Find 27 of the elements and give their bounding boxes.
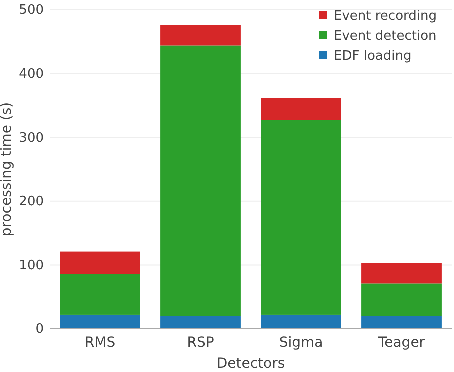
legend-label: EDF loading [334,49,412,64]
y-tick-label: 0 [36,322,44,338]
y-tick-label: 400 [19,66,44,82]
bar [261,120,342,315]
bar [160,46,241,316]
x-tick-label: RMS [84,334,116,351]
x-tick-label: Teager [377,334,426,351]
bar [362,316,442,329]
y-tick-label: 500 [19,3,44,18]
bar [261,314,342,329]
bar [160,316,241,329]
bar [362,263,442,284]
y-tick-label: 100 [19,258,44,274]
x-axis-title: Detectors [216,356,286,372]
bar [60,274,140,315]
y-axis-title: processing time (s) [0,102,15,237]
bar [60,252,140,274]
legend-label: Event detection [334,29,437,44]
y-tick-label: 200 [19,194,44,210]
y-tick-label: 300 [19,130,44,146]
x-tick-label: Sigma [279,334,324,351]
bar [261,98,342,120]
x-tick-label: RSP [187,334,214,351]
bar [160,25,241,46]
bar [362,284,442,316]
legend-label: Event recording [334,9,438,24]
bar [60,314,140,329]
